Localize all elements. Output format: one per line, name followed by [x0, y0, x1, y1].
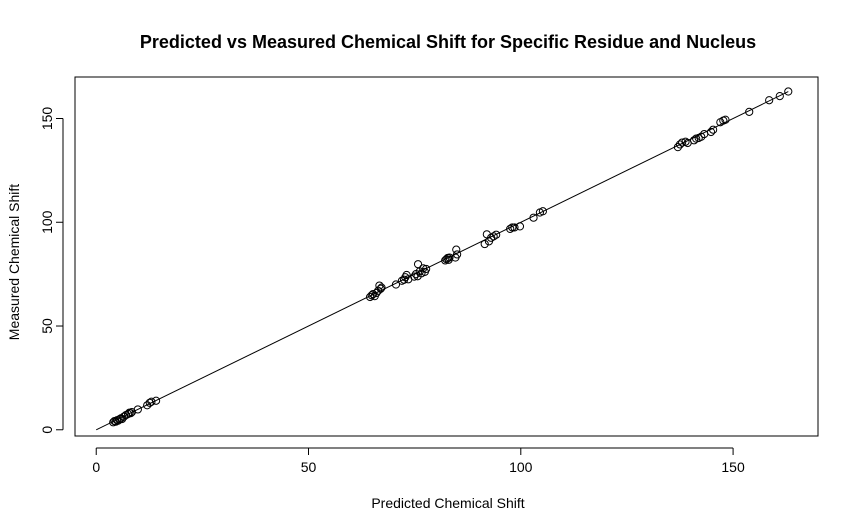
data-point [765, 96, 774, 105]
data-point [709, 125, 718, 134]
data-point [441, 256, 450, 265]
data-point [410, 272, 419, 281]
data-point [377, 283, 386, 292]
data-point [453, 250, 462, 259]
data-point [365, 292, 375, 302]
data-point [689, 136, 699, 145]
data-point [391, 280, 401, 289]
x-tick-label: 50 [301, 459, 317, 475]
data-point [147, 397, 156, 406]
data-point [452, 245, 461, 254]
data-point [538, 207, 547, 216]
data-point [529, 213, 538, 222]
data-point [745, 107, 754, 116]
x-axis: 0 50 100 150 [92, 447, 745, 475]
y-tick-label: 50 [39, 318, 55, 334]
data-point [721, 115, 730, 124]
x-tick-label: 100 [509, 459, 533, 475]
y-axis-label: Measured Chemical Shift [6, 184, 22, 341]
plot-frame [74, 76, 819, 437]
data-point [784, 87, 793, 96]
data-point [445, 253, 454, 262]
data-point [673, 143, 682, 152]
data-point [706, 127, 716, 137]
y-tick-label: 150 [39, 107, 55, 131]
x-axis-label: Predicted Chemical Shift [371, 495, 524, 511]
x-tick-label: 150 [721, 459, 745, 475]
data-point [681, 137, 690, 146]
data-points [109, 87, 793, 427]
data-point [508, 223, 517, 232]
reference-line [96, 91, 789, 431]
x-tick-label: 0 [92, 459, 100, 475]
data-point [402, 270, 411, 280]
data-point [119, 412, 128, 421]
data-point [115, 415, 124, 424]
data-point [114, 416, 123, 425]
data-point [376, 284, 385, 293]
data-point [480, 239, 489, 249]
data-point [506, 224, 515, 234]
data-point [133, 405, 142, 414]
data-point [697, 132, 706, 141]
data-point [372, 288, 381, 298]
data-point [422, 264, 431, 274]
data-point [510, 223, 519, 232]
y-tick-label: 0 [39, 426, 55, 434]
data-point [413, 260, 423, 269]
data-point [492, 230, 501, 239]
data-point [151, 396, 161, 405]
data-point [515, 222, 525, 231]
chart-title: Predicted vs Measured Chemical Shift for… [140, 32, 756, 52]
data-point [678, 138, 687, 147]
data-point [775, 91, 784, 101]
y-tick-label: 100 [39, 210, 55, 234]
data-point [489, 232, 498, 241]
data-point [126, 409, 135, 418]
y-axis: 0 50 100 150 [39, 107, 64, 434]
